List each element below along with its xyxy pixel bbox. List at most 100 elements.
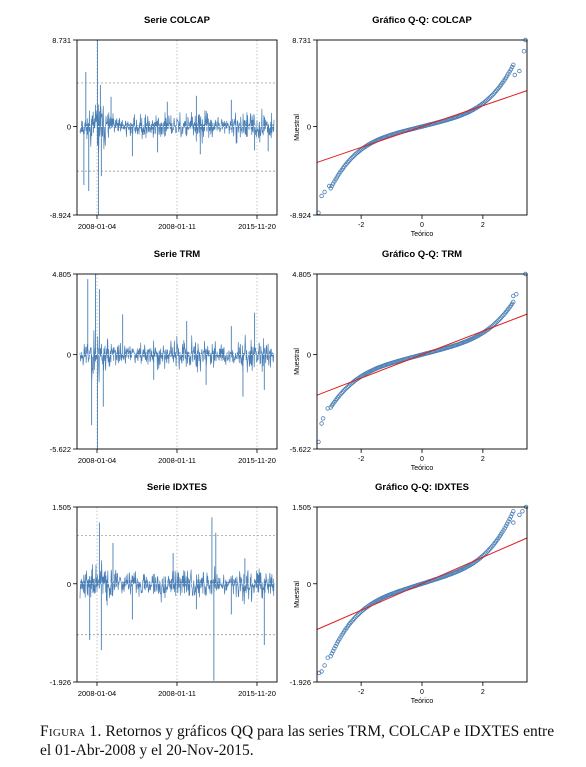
qq-point <box>511 293 516 299</box>
plot-frame <box>316 273 528 450</box>
y-tick-label: 8.731 <box>292 36 311 45</box>
qq-point <box>492 321 498 326</box>
qq-point <box>484 550 489 555</box>
plot-title: Serie IDXTES <box>147 482 207 493</box>
qq-point <box>349 155 354 161</box>
y-tick-label: 1.505 <box>292 503 311 512</box>
qq-point <box>340 389 346 394</box>
qq-point <box>322 663 327 668</box>
x-tick-label: 2008-01-04 <box>78 222 116 231</box>
qq-point <box>511 62 516 68</box>
qq-point <box>351 153 357 158</box>
qq-point <box>485 97 490 102</box>
qq-point <box>356 611 362 616</box>
plot-frame <box>76 506 278 683</box>
qq-point <box>487 546 493 551</box>
series-plot-1 <box>73 273 278 453</box>
x-tick-label: 2008-01-11 <box>158 689 196 698</box>
x-tick-label: 2008-01-11 <box>158 222 196 231</box>
y-tick-label: 4.805 <box>292 270 311 279</box>
series-line <box>79 104 275 152</box>
qq-point <box>489 93 494 99</box>
qq-point <box>511 509 516 514</box>
x-axis-label: Teórico <box>411 465 434 472</box>
qq-point <box>354 614 359 619</box>
y-tick-label: 1.505 <box>52 503 71 512</box>
qq-point <box>485 549 490 554</box>
plot-frame <box>316 39 528 216</box>
qq-point <box>506 519 511 524</box>
plot-title: Gráfico Q-Q: TRM <box>382 249 462 260</box>
series-plot-0 <box>73 39 278 219</box>
y-axis-label: Muestral <box>294 114 301 141</box>
qq-point <box>508 514 514 519</box>
qq-point <box>333 643 338 649</box>
qq-point <box>348 157 353 162</box>
x-tick-label: -2 <box>358 222 364 229</box>
qq-point <box>490 92 495 98</box>
qq-point <box>497 316 502 322</box>
x-tick-label: 0 <box>420 222 424 229</box>
qq-point <box>344 385 349 391</box>
plot-frame <box>316 506 528 683</box>
qq-reference-line <box>316 313 528 396</box>
qq-point <box>335 639 341 644</box>
x-tick-label: 2 <box>481 456 485 463</box>
qq-point <box>512 72 517 78</box>
qq-point <box>334 641 339 646</box>
x-tick-label: 2 <box>481 689 485 696</box>
qq-reference-line <box>316 537 528 630</box>
qq-point <box>517 68 522 74</box>
qq-point <box>507 69 512 74</box>
qq-point <box>329 651 335 656</box>
qq-point <box>351 616 357 621</box>
qq-point <box>346 383 352 388</box>
qq-point <box>343 386 348 392</box>
qq-point <box>486 96 491 101</box>
y-tick-label: -5.622 <box>290 445 311 454</box>
y-axis-label: Muestral <box>294 348 301 375</box>
series-line <box>79 560 275 606</box>
x-tick-label: 2 <box>481 222 485 229</box>
x-tick-label: 2015-11-20 <box>238 689 276 698</box>
qq-point <box>353 615 358 620</box>
qq-point <box>342 388 347 393</box>
y-tick-label: 0 <box>67 123 71 132</box>
y-tick-label: 8.731 <box>52 36 71 45</box>
plot-title: Gráfico Q-Q: IDXTES <box>375 482 469 493</box>
qq-point <box>482 99 488 104</box>
caption-label: Figura 1. <box>40 723 102 740</box>
plot-frame <box>76 39 278 216</box>
qq-point <box>508 67 514 72</box>
plot-frame <box>76 273 278 450</box>
qq-reference-line <box>316 90 528 163</box>
qq-point <box>325 406 330 411</box>
x-tick-label: 2015-11-20 <box>238 456 276 465</box>
plot-title: Gráfico Q-Q: COLCAP <box>372 15 472 26</box>
y-tick-label: 0 <box>307 123 311 132</box>
qq-point <box>327 183 332 189</box>
qq-point <box>319 669 324 674</box>
qq-plot-1 <box>313 271 528 453</box>
qq-point <box>521 49 527 54</box>
y-tick-label: 0 <box>67 351 71 360</box>
qq-point <box>511 520 516 525</box>
series-plot-2 <box>73 506 278 686</box>
series-line <box>79 330 275 383</box>
x-tick-label: -2 <box>358 456 364 463</box>
x-tick-label: -2 <box>358 689 364 696</box>
x-tick-label: 2008-01-11 <box>158 456 196 465</box>
qq-point <box>493 320 499 325</box>
qq-point <box>345 384 351 389</box>
figure: Serie COLCAP 8.731 0 -8.924 2008-01-04 2008-0… <box>50 15 529 705</box>
y-tick-label: -5.622 <box>50 445 71 454</box>
qq-point <box>350 154 355 160</box>
qq-point <box>511 299 516 305</box>
x-tick-label: 0 <box>420 456 424 463</box>
qq-point <box>509 64 515 70</box>
plot-title: Serie COLCAP <box>144 15 211 26</box>
qq-point <box>505 521 510 526</box>
qq-point <box>502 526 507 531</box>
qq-point <box>487 95 493 100</box>
x-tick-label: 2008-01-04 <box>78 689 116 698</box>
